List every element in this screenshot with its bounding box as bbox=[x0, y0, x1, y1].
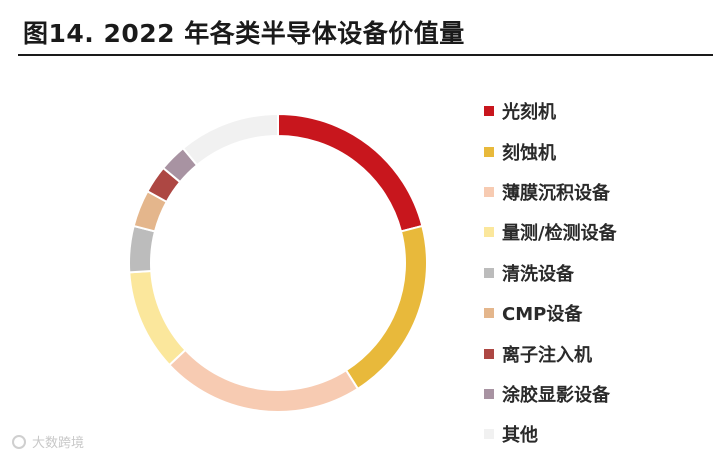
legend-swatch bbox=[484, 227, 494, 238]
watermark: 大数跨境 bbox=[12, 432, 84, 451]
donut-slice-5 bbox=[128, 224, 157, 274]
donut-slice-1 bbox=[277, 112, 424, 233]
legend-swatch bbox=[484, 429, 494, 440]
legend-label: 薄膜沉积设备 bbox=[502, 182, 610, 204]
title-underline bbox=[18, 54, 713, 56]
legend-item-9: 其他 bbox=[484, 414, 617, 454]
legend-swatch bbox=[484, 348, 494, 359]
legend-label: 光刻机 bbox=[502, 102, 556, 124]
legend-label: CMP设备 bbox=[502, 304, 583, 326]
legend-item-1: 光刻机 bbox=[484, 91, 617, 131]
legend-swatch bbox=[484, 106, 494, 117]
legend-item-5: 清洗设备 bbox=[484, 253, 617, 293]
legend-swatch bbox=[484, 388, 494, 399]
legend-label: 清洗设备 bbox=[502, 263, 574, 285]
legend-swatch bbox=[484, 267, 494, 278]
donut-slice-4 bbox=[128, 269, 187, 367]
legend-item-7: 离子注入机 bbox=[484, 333, 617, 373]
legend-item-6: CMP设备 bbox=[484, 293, 617, 333]
legend-label: 其他 bbox=[502, 425, 538, 447]
brand-logo-icon bbox=[12, 434, 26, 449]
legend-item-2: 刻蚀机 bbox=[484, 131, 617, 171]
legend-swatch bbox=[484, 308, 494, 319]
legend-swatch bbox=[484, 146, 494, 157]
donut-slice-3 bbox=[167, 348, 360, 413]
donut-slice-9 bbox=[181, 112, 279, 167]
legend-label: 量测/检测设备 bbox=[502, 223, 617, 245]
chart-title: 图14. 2022 年各类半导体设备价值量 bbox=[23, 19, 465, 48]
watermark-text: 大数跨境 bbox=[32, 436, 85, 451]
legend-item-3: 薄膜沉积设备 bbox=[484, 172, 617, 212]
legend-swatch bbox=[484, 186, 494, 197]
legend-item-4: 量测/检测设备 bbox=[484, 212, 617, 252]
donut-slice-2 bbox=[344, 224, 428, 391]
legend-label: 刻蚀机 bbox=[502, 142, 556, 164]
legend-label: 涂胶显影设备 bbox=[502, 384, 610, 406]
legend-item-8: 涂胶显影设备 bbox=[484, 374, 617, 414]
chart-legend: 光刻机刻蚀机薄膜沉积设备 量测/检测设备 清洗设备 CMP设备离子注入机涂胶显影设备其… bbox=[484, 91, 617, 455]
legend-label: 离子注入机 bbox=[502, 344, 592, 366]
